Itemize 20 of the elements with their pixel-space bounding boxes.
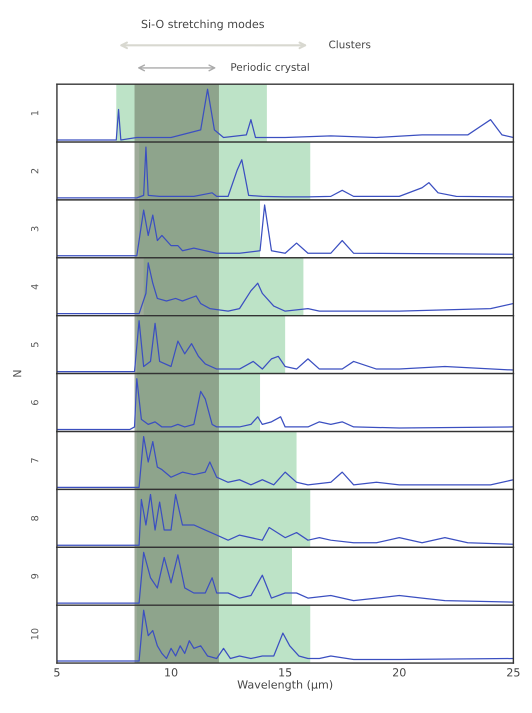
text: N bbox=[13, 370, 22, 377]
text: Clusters bbox=[329, 40, 370, 48]
y-axis-title: 8 bbox=[31, 516, 38, 521]
text: Si-O stretching modes bbox=[142, 20, 264, 30]
y-axis-title: 2 bbox=[31, 168, 38, 174]
y-axis-title: 5 bbox=[31, 342, 38, 348]
x-axis-title: Wavelength (µm) bbox=[238, 680, 332, 691]
x-tick-label: 25 bbox=[507, 668, 520, 677]
x-tick-label: 20 bbox=[393, 668, 406, 677]
x-tick-label: 10 bbox=[165, 668, 178, 677]
y-axis-title: 6 bbox=[31, 400, 38, 405]
y-axis-title: 4 bbox=[31, 284, 38, 290]
x-tick-label: 5 bbox=[54, 668, 60, 677]
y-axis-title: 1 bbox=[31, 110, 38, 116]
y-axis-title: 7 bbox=[31, 458, 38, 463]
text: Periodic crystal bbox=[231, 62, 309, 73]
y-axis-title: 3 bbox=[31, 226, 38, 232]
y-axis-title: 9 bbox=[31, 574, 38, 579]
y-axis-title: 10 bbox=[31, 628, 38, 640]
x-tick-label: 15 bbox=[279, 668, 292, 677]
